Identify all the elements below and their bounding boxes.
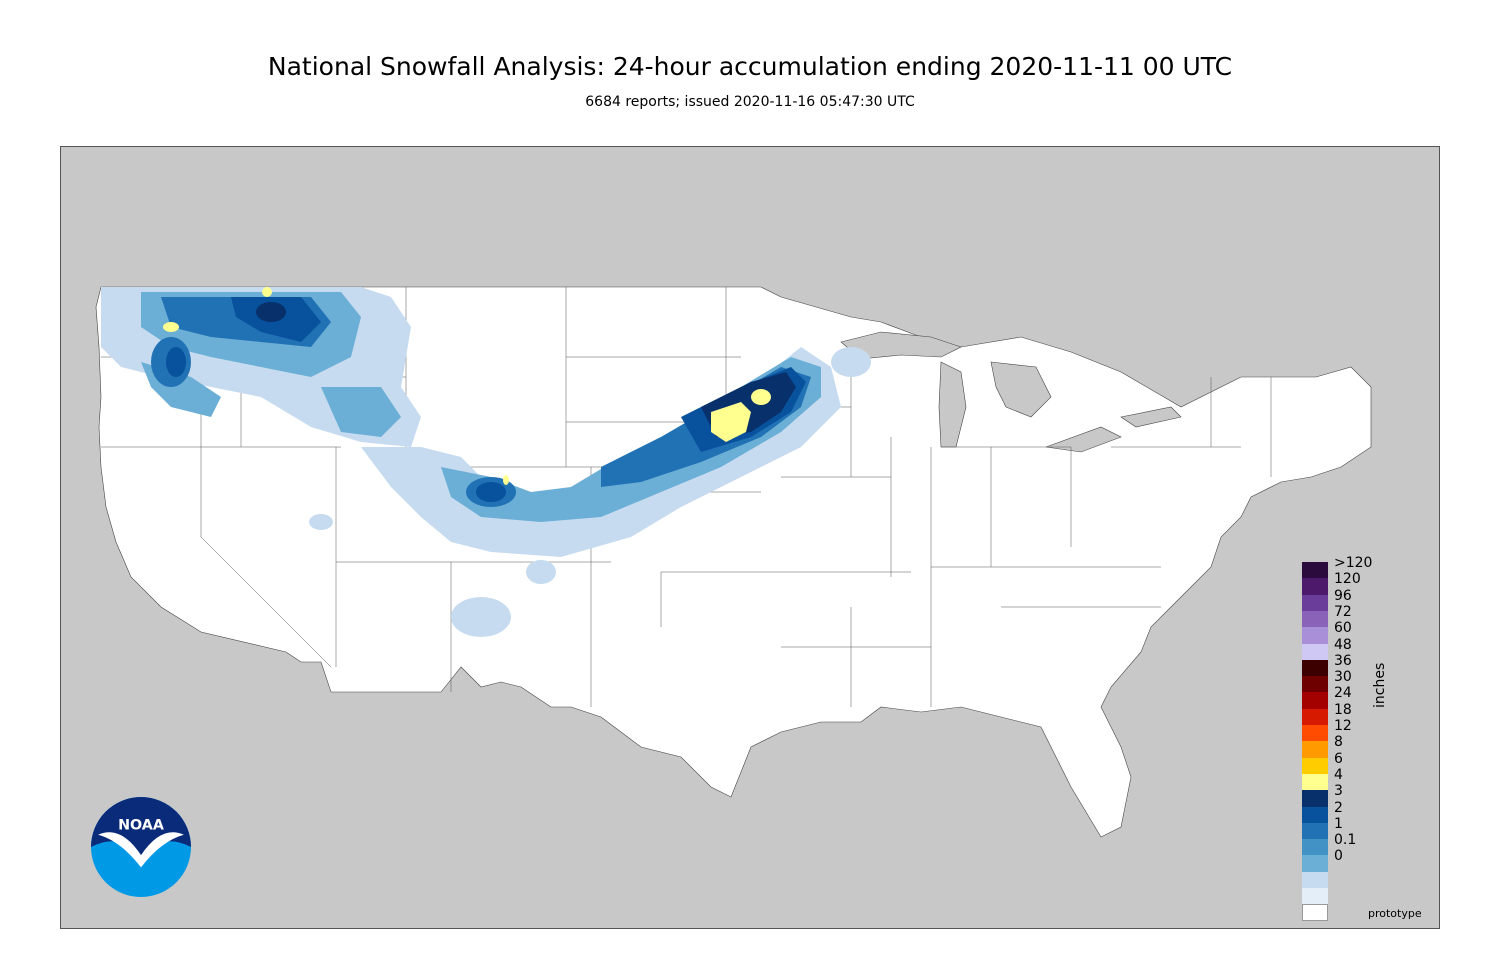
legend-label: 6 [1334, 750, 1343, 767]
legend-label: 72 [1334, 603, 1352, 620]
legend-swatch [1302, 855, 1328, 873]
legend-swatch [1302, 627, 1328, 644]
legend-label: 120 [1334, 571, 1361, 588]
legend-label: 0.1 [1334, 832, 1357, 849]
legend-label: 96 [1334, 587, 1352, 604]
map-title: National Snowfall Analysis: 24-hour accu… [267, 52, 1233, 81]
legend-swatch [1302, 578, 1328, 596]
legend-swatch [1302, 839, 1328, 856]
noaa-logo-text: NOAA [118, 818, 164, 834]
prototype-label: prototype [1368, 907, 1422, 920]
legend-label: 24 [1334, 685, 1352, 702]
legend-label: 0 [1334, 848, 1343, 865]
lake-ontario [1120, 406, 1182, 428]
legend-swatch [1302, 806, 1328, 824]
legend-swatch [1302, 594, 1328, 612]
legend-swatch [1302, 562, 1328, 579]
legend-swatch [1302, 610, 1328, 628]
noaa-logo-icon: NOAA [91, 797, 191, 897]
legend-swatch [1302, 773, 1328, 791]
legend-label: 8 [1334, 734, 1343, 751]
legend-label: 12 [1334, 718, 1352, 734]
lake-erie [1045, 426, 1122, 453]
legend-swatch [1302, 659, 1328, 677]
map-subtitle: 6684 reports; issued 2020-11-16 05:47:30… [585, 94, 915, 110]
legend-label: 18 [1334, 701, 1352, 718]
legend-swatch [1302, 888, 1328, 905]
us-map [95, 286, 1372, 838]
legend-label: 3 [1334, 783, 1343, 800]
legend-swatch [1302, 757, 1328, 775]
legend-swatch [1302, 822, 1328, 840]
legend-label: 30 [1334, 669, 1352, 686]
legend-swatch [1302, 643, 1328, 661]
legend-label: 60 [1334, 620, 1352, 637]
map-panel [60, 146, 1440, 929]
legend-swatch [1302, 871, 1328, 889]
legend-swatch [1302, 708, 1328, 726]
legend-units: inches [1372, 662, 1388, 708]
legend-swatch [1302, 741, 1328, 759]
legend-swatch [1302, 692, 1328, 710]
legend-swatch [1302, 725, 1328, 742]
lake-huron [990, 361, 1052, 418]
legend-swatch [1302, 676, 1328, 693]
legend-label: 4 [1334, 766, 1343, 783]
legend-label: 36 [1334, 652, 1352, 669]
legend-label: 2 [1334, 799, 1343, 816]
legend-label: 48 [1334, 636, 1352, 653]
legend-swatch [1302, 790, 1328, 807]
legend-label: 1 [1334, 815, 1343, 832]
legend-label: >120 [1334, 555, 1373, 571]
legend-swatch [1302, 904, 1328, 922]
snow-8-inch [163, 287, 771, 485]
